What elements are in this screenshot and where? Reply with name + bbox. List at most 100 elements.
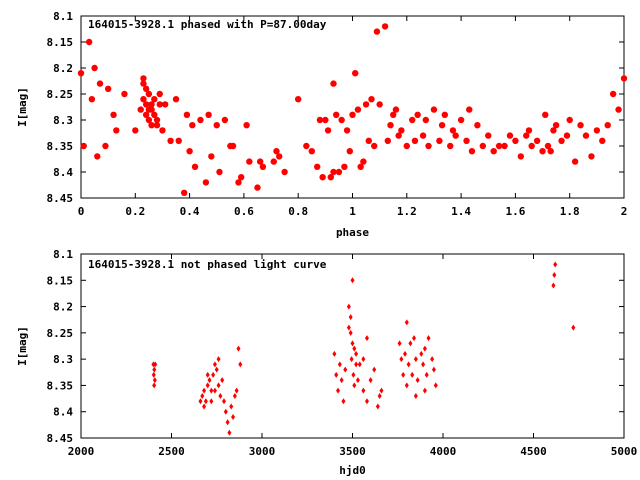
unphased-y-axis-title: I[mag] (16, 326, 29, 366)
phased-data-point (438, 122, 446, 129)
phased-data-point (148, 106, 155, 113)
phased-data-point (384, 137, 391, 144)
phased-data-point (463, 137, 470, 144)
unphased-data-point (202, 387, 207, 394)
phased-data-point (425, 142, 432, 150)
phased-data-point (180, 189, 188, 196)
phased-x-tick-label: 0.4 (180, 205, 200, 218)
phased-data-point (409, 116, 416, 124)
unphased-data-point (218, 392, 223, 399)
unphased-y-tick-label: 8.35 (47, 379, 74, 392)
phased-data-point (256, 158, 264, 165)
unphased-data-point (212, 361, 217, 368)
phased-data-point (357, 163, 364, 170)
phased-data-point (411, 137, 419, 144)
phased-x-tick-label: 1.8 (560, 205, 580, 218)
phased-data-point (604, 122, 611, 129)
phased-data-point (85, 38, 93, 46)
unphased-data-point (422, 345, 427, 352)
unphased-y-tick-label: 8.4 (53, 406, 73, 419)
unphased-data-point (412, 335, 417, 342)
unphased-data-point (397, 340, 402, 347)
phased-data-point (414, 111, 421, 119)
phased-data-point (148, 101, 155, 108)
unphased-data-point (152, 377, 157, 384)
phased-data-point (140, 75, 147, 82)
unphased-data-point (207, 377, 212, 384)
phased-y-tick-label: 8.45 (47, 192, 74, 205)
phased-data-point (208, 153, 215, 160)
phased-data-point (330, 80, 337, 87)
unphased-data-point (348, 329, 353, 336)
unphased-data-point (352, 382, 357, 389)
phased-y-tick-label: 8.25 (47, 88, 74, 101)
unphased-data-point (332, 350, 337, 357)
phased-data-point (398, 127, 405, 134)
phased-data-point (229, 142, 237, 150)
phased-data-point (202, 179, 210, 186)
unphased-data-point (152, 382, 157, 389)
phased-data-point (96, 80, 104, 87)
phased-data-point (221, 116, 229, 124)
unphased-y-tick-label: 8.1 (53, 248, 73, 261)
phased-data-point (121, 90, 128, 98)
unphased-data-point (551, 282, 556, 289)
phased-data-point (148, 122, 155, 129)
unphased-data-point (203, 398, 208, 405)
phased-data-point (338, 116, 345, 124)
unphased-data-point (238, 361, 243, 368)
phased-data-point (235, 179, 242, 186)
phased-data-point (506, 132, 514, 139)
phased-data-point (314, 163, 321, 170)
phased-data-point (132, 127, 139, 134)
unphased-data-point (339, 377, 344, 384)
phased-data-point (142, 101, 150, 108)
phased-data-point (142, 85, 150, 93)
unphased-x-tick-label: 5000 (611, 445, 638, 458)
phased-y-tick-label: 8.3 (53, 114, 73, 127)
phased-data-point (151, 111, 158, 119)
unphased-y-tick-label: 8.3 (53, 353, 73, 366)
phased-x-tick-label: 0.2 (125, 205, 145, 218)
phased-data-point (335, 168, 343, 176)
unphased-data-point (216, 356, 221, 363)
phased-data-point (197, 116, 204, 124)
phased-data-point (324, 127, 332, 134)
phased-data-point (368, 96, 375, 103)
phased-data-point (577, 122, 584, 129)
unphased-data-point (355, 377, 360, 384)
phased-data-point (319, 174, 326, 181)
unphased-data-point (404, 382, 409, 389)
phased-data-point (153, 116, 161, 124)
phased-data-point (373, 28, 381, 35)
phased-y-tick-label: 8.15 (47, 36, 74, 49)
phased-x-axis-title: phase (336, 226, 369, 239)
phased-data-point (517, 153, 525, 160)
unphased-data-point (354, 350, 359, 357)
phased-data-point (161, 101, 169, 108)
phased-data-point (153, 122, 161, 129)
phased-data-point (183, 111, 191, 119)
phased-data-point (533, 137, 541, 144)
phased-x-tick-label: 0.8 (288, 205, 308, 218)
unphased-data-point (553, 261, 558, 268)
unphased-data-point (372, 366, 377, 373)
unphased-y-tick-label: 8.25 (47, 327, 74, 340)
unphased-x-tick-label: 2000 (68, 445, 95, 458)
unphased-data-point (361, 387, 366, 394)
phased-data-point (588, 153, 595, 160)
unphased-data-point (351, 371, 356, 378)
phased-data-point (485, 132, 492, 139)
phased-data-point (80, 142, 87, 150)
phased-data-point (327, 174, 334, 181)
unphased-data-point (377, 392, 382, 399)
phased-data-point (563, 132, 571, 139)
unphased-data-point (209, 387, 214, 394)
phased-data-point (371, 142, 378, 150)
phased-data-point (479, 142, 487, 150)
unphased-data-point (223, 408, 228, 415)
phased-data-point (186, 148, 193, 155)
unphased-data-point (413, 392, 418, 399)
unphased-data-point (364, 398, 369, 405)
unphased-x-tick-label: 4000 (430, 445, 457, 458)
